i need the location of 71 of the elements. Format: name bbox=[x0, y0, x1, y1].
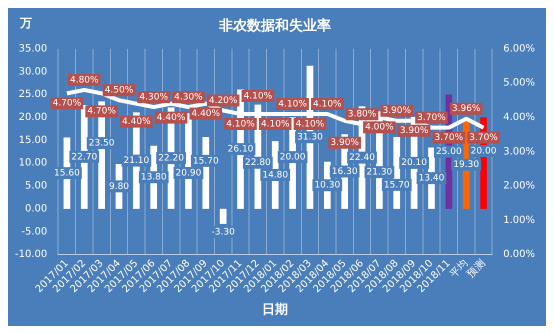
data-label: 3.80% bbox=[348, 110, 377, 120]
data-label: 3.90% bbox=[330, 138, 360, 148]
chart-title: 非农数据和失业率 bbox=[218, 17, 331, 34]
data-label: 3.70% bbox=[469, 133, 498, 144]
data-label: 3.90% bbox=[382, 106, 412, 116]
y-tick-label: 10.00 bbox=[18, 158, 48, 169]
y2-tick-label: 1.00% bbox=[503, 214, 536, 226]
data-label: 20.10 bbox=[401, 158, 428, 168]
bar bbox=[220, 208, 226, 224]
data-label: 4.10% bbox=[278, 99, 308, 110]
data-label: 22.40 bbox=[349, 152, 376, 163]
data-label: 9.80 bbox=[108, 182, 130, 192]
y-tick-label: -5.00 bbox=[21, 226, 48, 238]
data-label: 4.80% bbox=[70, 75, 100, 86]
data-label: 14.80 bbox=[262, 170, 288, 180]
data-label: 4.10% bbox=[226, 119, 256, 130]
data-label: 4.10% bbox=[260, 119, 290, 130]
data-label: 22.80 bbox=[244, 158, 272, 168]
y2-tick-label: 0.00% bbox=[503, 249, 536, 260]
y2-tick-label: 6.00% bbox=[503, 43, 536, 54]
y2-tick-label: 3.00% bbox=[503, 146, 536, 158]
data-label: -3.30 bbox=[212, 227, 236, 238]
data-label: 15.70 bbox=[384, 180, 410, 190]
data-label: 23.50 bbox=[88, 138, 115, 148]
data-label: 10.30 bbox=[314, 180, 340, 191]
data-label: 4.30% bbox=[139, 92, 168, 102]
data-label: 25.00 bbox=[436, 147, 462, 158]
data-label: 16.30 bbox=[332, 166, 358, 177]
data-label: 19.30 bbox=[453, 160, 480, 170]
data-label: 4.50% bbox=[104, 86, 134, 96]
data-label: 4.10% bbox=[313, 99, 342, 110]
data-label: 3.70% bbox=[417, 113, 446, 124]
y-tick-label: 5.00 bbox=[24, 180, 48, 192]
y-tick-label: 20.00 bbox=[18, 112, 48, 123]
y-tick-label: 35.00 bbox=[18, 43, 48, 54]
data-label: 4.00% bbox=[365, 122, 394, 133]
data-label: 20.00 bbox=[470, 146, 497, 156]
data-label: 15.70 bbox=[192, 156, 219, 166]
data-label: 4.10% bbox=[244, 91, 273, 102]
y-tick-label: 30.00 bbox=[18, 66, 48, 78]
data-label: 4.10% bbox=[296, 119, 325, 130]
y-tick-label: 15.00 bbox=[18, 134, 48, 146]
x-axis-title: 日期 bbox=[262, 302, 288, 318]
data-label: 3.70% bbox=[434, 133, 464, 144]
y-tick-label: 25.00 bbox=[18, 89, 48, 100]
y-tick-label: 0.00 bbox=[24, 203, 48, 214]
data-label: 4.40% bbox=[122, 117, 152, 128]
data-label: 15.60 bbox=[54, 168, 80, 178]
data-label: 20.00 bbox=[280, 152, 306, 162]
data-label: 22.70 bbox=[71, 152, 98, 162]
data-label: 26.10 bbox=[228, 144, 254, 154]
data-label: 4.70% bbox=[52, 98, 82, 109]
data-label: 4.40% bbox=[156, 113, 186, 124]
y2-tick-label: 4.00% bbox=[503, 112, 536, 123]
y2-tick-label: 2.00% bbox=[503, 180, 536, 192]
data-label: 4.40% bbox=[192, 109, 221, 120]
data-label: 3.96% bbox=[452, 104, 481, 114]
data-label: 4.70% bbox=[87, 106, 116, 117]
data-label: 20.90 bbox=[176, 168, 202, 178]
data-label: 13.80 bbox=[140, 172, 167, 183]
y-axis-title: 万 bbox=[19, 16, 32, 30]
data-label: 4.20% bbox=[208, 96, 238, 106]
data-label: 21.10 bbox=[123, 156, 150, 166]
data-label: 4.30% bbox=[174, 92, 204, 102]
data-label: 31.30 bbox=[297, 132, 324, 143]
y-tick-label: -10.00 bbox=[14, 249, 48, 260]
data-label: 22.20 bbox=[158, 153, 184, 164]
data-label: 3.90% bbox=[400, 126, 429, 136]
data-label: 21.30 bbox=[366, 167, 393, 178]
y2-tick-label: 5.00% bbox=[503, 78, 536, 89]
data-label: 13.40 bbox=[418, 174, 445, 184]
